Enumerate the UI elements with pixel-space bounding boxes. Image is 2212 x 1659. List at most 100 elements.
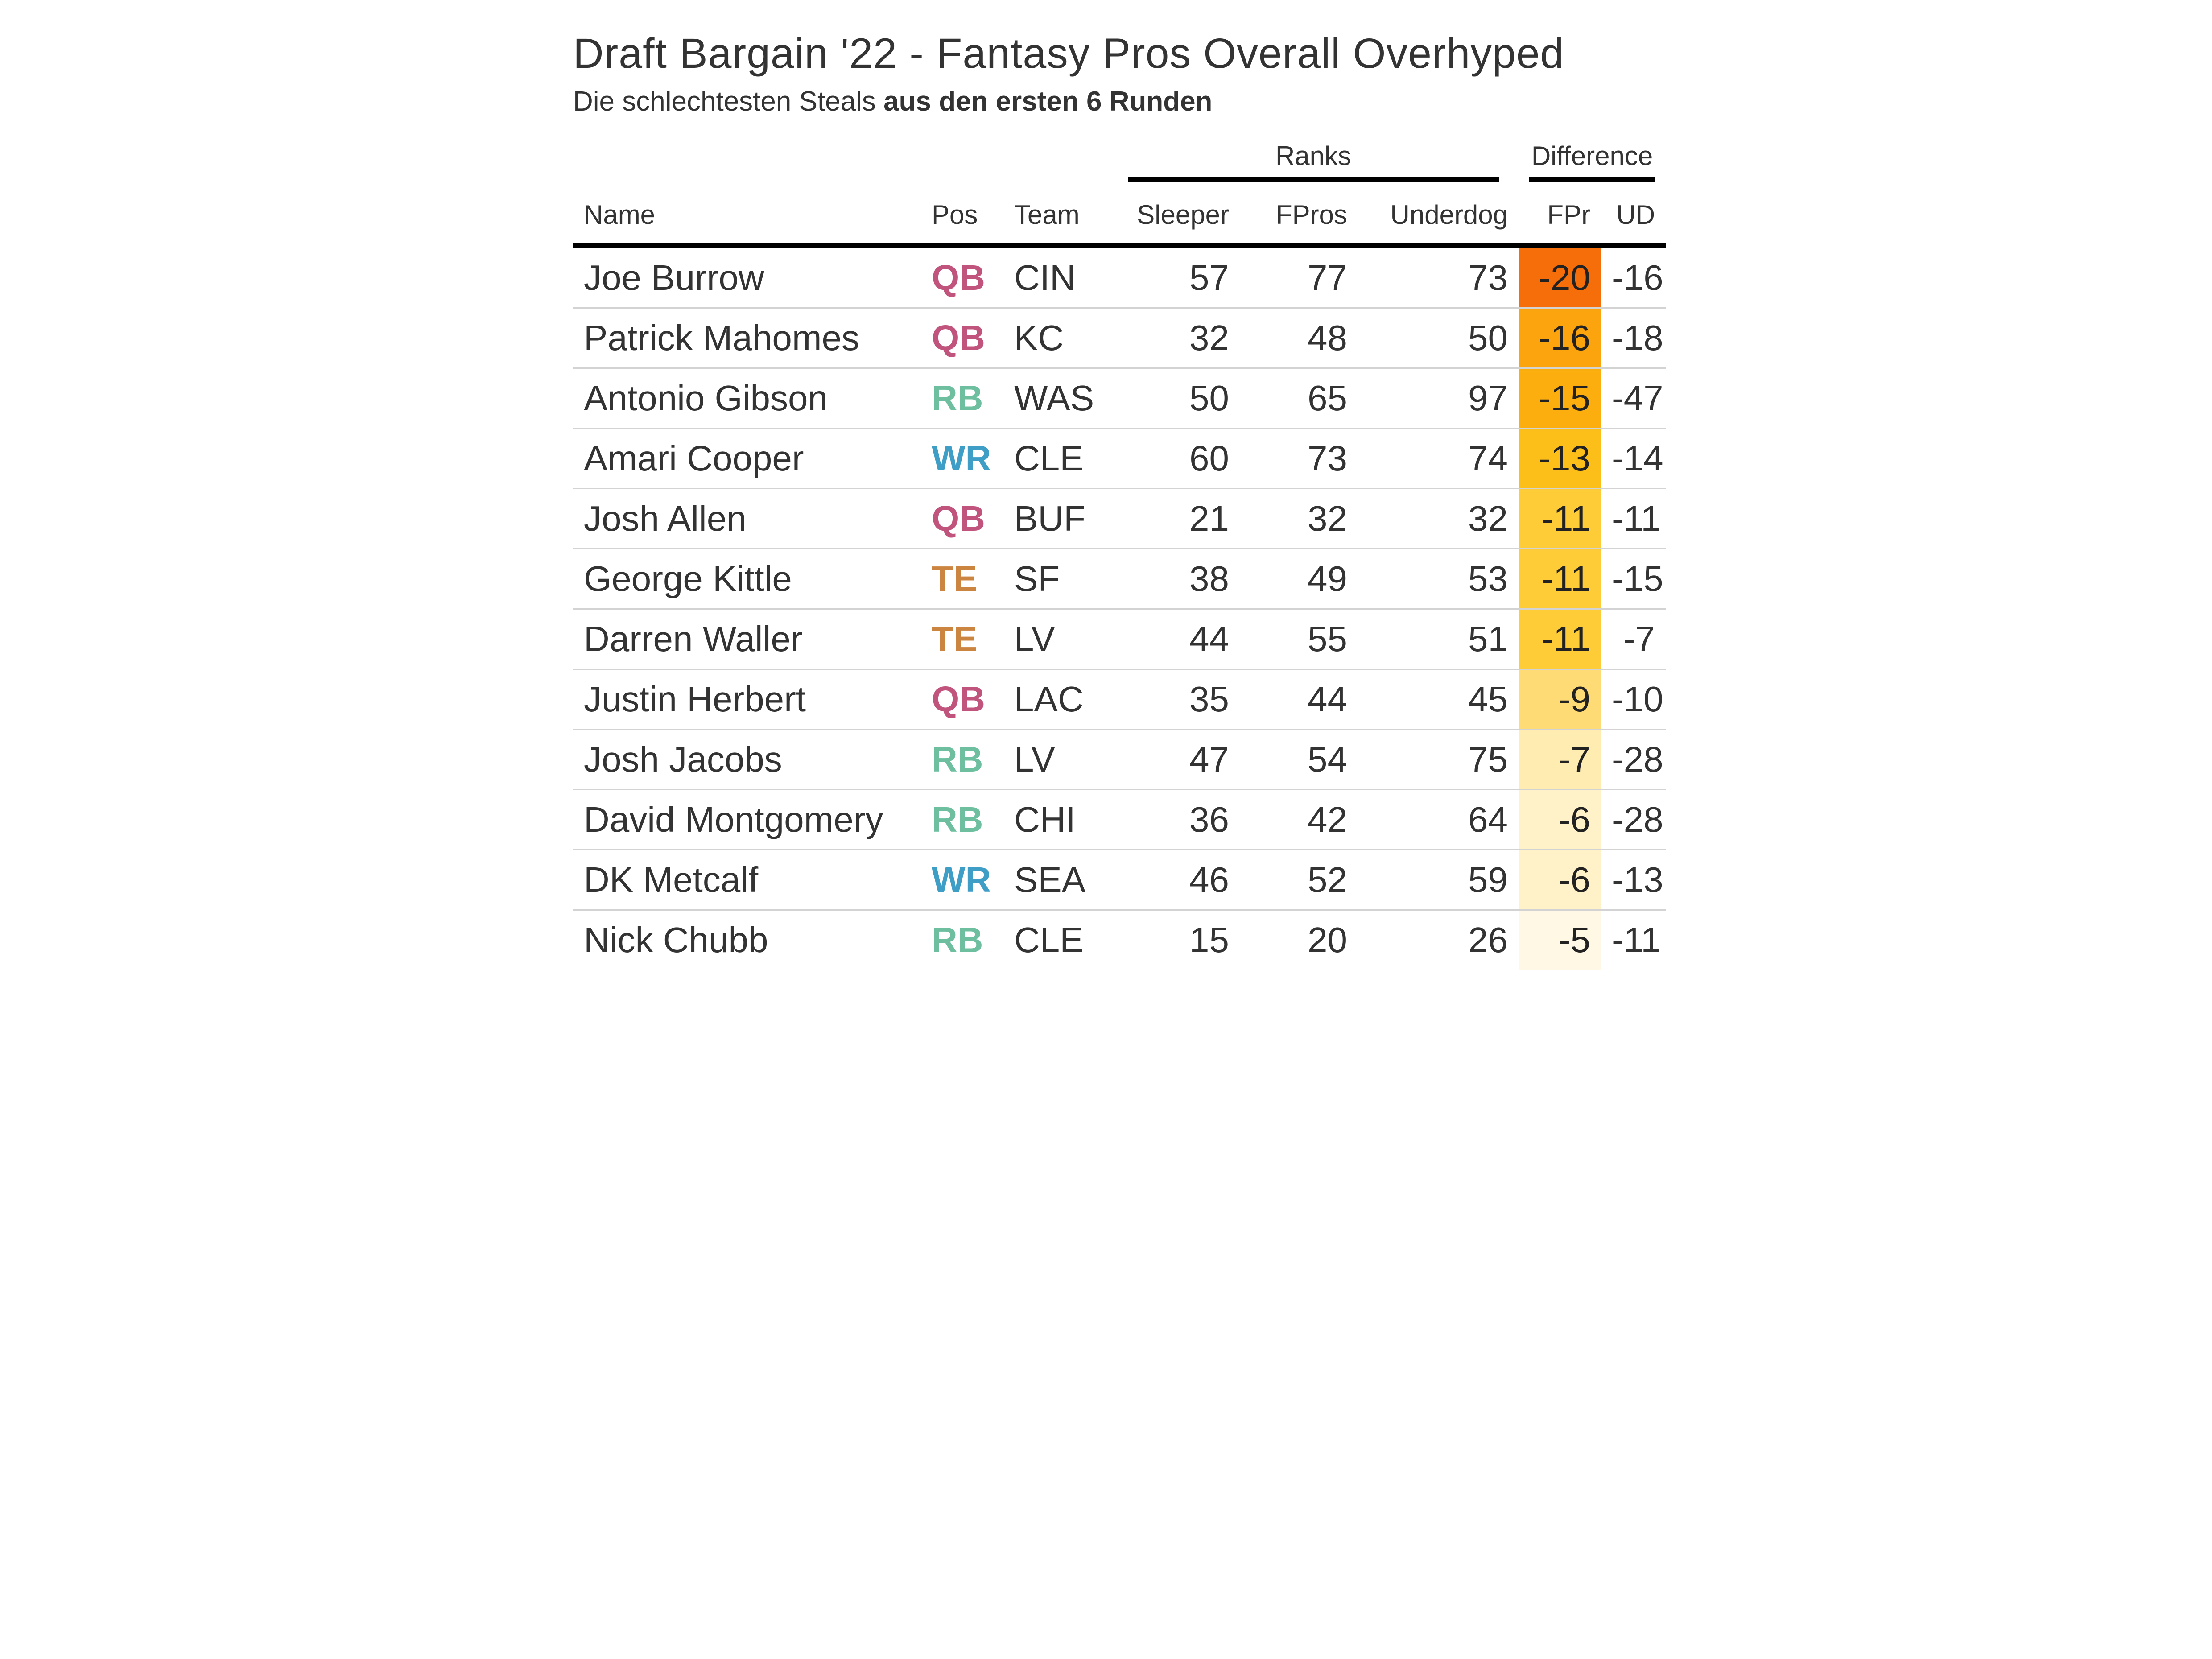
cell-name: Justin Herbert xyxy=(573,669,921,730)
column-header-ud: UD xyxy=(1616,199,1655,230)
cell-ud: -13 xyxy=(1601,850,1666,911)
cell-ud: -28 xyxy=(1601,729,1666,790)
cell-team: LAC xyxy=(1003,669,1108,730)
cell-underdog: 26 xyxy=(1468,920,1508,960)
cell-ud: -14 xyxy=(1601,428,1666,489)
cell-fpros: 32 xyxy=(1240,488,1358,549)
ranks-spanner-label: Ranks xyxy=(1128,140,1499,182)
cell-fpros: 73 xyxy=(1240,428,1358,489)
cell-team: CLE xyxy=(1014,920,1084,960)
cell-team: LV xyxy=(1003,729,1108,790)
table-row: Patrick Mahomes QB KC 32 48 50 -16 -18 xyxy=(573,308,1666,369)
table-row: DK Metcalf WR SEA 46 52 59 -6 -13 xyxy=(573,850,1666,911)
cell-team: SF xyxy=(1003,549,1108,610)
chart-title: Draft Bargain '22 - Fantasy Pros Overall… xyxy=(573,30,1564,77)
cell-fpros: 65 xyxy=(1240,368,1358,429)
difference-spanner: Difference xyxy=(1519,136,1666,186)
table-row: Darren Waller TE LV 44 55 51 -11 -7 xyxy=(573,609,1666,670)
cell-ud: -47 xyxy=(1601,368,1666,429)
cell-sleeper: 15 xyxy=(1189,920,1229,960)
cell-team: KC xyxy=(1003,308,1108,369)
data-table: Ranks Difference Name Pos Team Sleeper F… xyxy=(573,136,1666,970)
table-row: George Kittle TE SF 38 49 53 -11 -15 xyxy=(573,549,1666,610)
cell-underdog: 64 xyxy=(1358,789,1519,850)
cell-underdog: 45 xyxy=(1358,669,1519,730)
cell-pos: TE xyxy=(921,549,1003,610)
subtitle-bold: aus den ersten 6 Runden xyxy=(883,86,1213,117)
cell-underdog: 50 xyxy=(1358,308,1519,369)
cell-team: LV xyxy=(1003,609,1108,670)
cell-name: David Montgomery xyxy=(573,789,921,850)
column-header-sleeper: Sleeper xyxy=(1137,199,1229,230)
subtitle-plain: Die schlechtesten Steals xyxy=(573,86,884,117)
cell-underdog: 97 xyxy=(1358,368,1519,429)
cell-team: BUF xyxy=(1003,488,1108,549)
cell-fpr: -20 xyxy=(1519,246,1601,309)
cell-fpros: 55 xyxy=(1240,609,1358,670)
cell-pos: RB xyxy=(921,789,1003,850)
cell-team: CHI xyxy=(1003,789,1108,850)
cell-sleeper: 44 xyxy=(1108,609,1240,670)
cell-ud: -7 xyxy=(1601,609,1666,670)
cell-name: George Kittle xyxy=(573,549,921,610)
cell-sleeper: 57 xyxy=(1108,246,1240,309)
cell-team: CLE xyxy=(1003,428,1108,489)
cell-fpros: 44 xyxy=(1240,669,1358,730)
column-header-fpros: FPros xyxy=(1275,199,1347,230)
table-row: Nick Chubb RB CLE 15 20 26 -5 -11 xyxy=(573,910,1666,970)
table-row: Justin Herbert QB LAC 35 44 45 -9 -10 xyxy=(573,669,1666,730)
cell-fpr: -6 xyxy=(1519,850,1601,911)
cell-name: Amari Cooper xyxy=(573,428,921,489)
cell-pos: RB xyxy=(932,920,983,960)
cell-name: Josh Jacobs xyxy=(573,729,921,790)
cell-team: SEA xyxy=(1003,850,1108,911)
column-header-row: Name Pos Team Sleeper FPros Underdog FPr… xyxy=(573,186,1666,246)
cell-pos: QB xyxy=(921,308,1003,369)
table-row: Josh Allen QB BUF 21 32 32 -11 -11 xyxy=(573,488,1666,549)
table-row: Josh Jacobs RB LV 47 54 75 -7 -28 xyxy=(573,729,1666,790)
cell-fpros: 49 xyxy=(1240,549,1358,610)
cell-underdog: 73 xyxy=(1358,246,1519,309)
table-row: Joe Burrow QB CIN 57 77 73 -20 -16 xyxy=(573,246,1666,309)
column-header-team: Team xyxy=(1014,199,1080,230)
cell-underdog: 59 xyxy=(1358,850,1519,911)
cell-name: Antonio Gibson xyxy=(573,368,921,429)
table-row: Antonio Gibson RB WAS 50 65 97 -15 -47 xyxy=(573,368,1666,429)
cell-pos: QB xyxy=(921,246,1003,309)
cell-sleeper: 35 xyxy=(1108,669,1240,730)
cell-sleeper: 32 xyxy=(1108,308,1240,369)
cell-underdog: 74 xyxy=(1358,428,1519,489)
cell-team: WAS xyxy=(1003,368,1108,429)
column-header-name: Name xyxy=(584,199,656,230)
cell-sleeper: 38 xyxy=(1108,549,1240,610)
cell-pos: WR xyxy=(921,850,1003,911)
cell-sleeper: 36 xyxy=(1108,789,1240,850)
table-body: Joe Burrow QB CIN 57 77 73 -20 -16 Patrick Mahom… xyxy=(573,246,1666,970)
cell-underdog: 51 xyxy=(1358,609,1519,670)
cell-fpros: 52 xyxy=(1240,850,1358,911)
column-header-fpr: FPr xyxy=(1547,199,1591,230)
cell-pos: QB xyxy=(921,669,1003,730)
cell-fpr: -11 xyxy=(1519,549,1601,610)
spanner-row: Ranks Difference xyxy=(573,136,1666,186)
cell-fpros: 42 xyxy=(1240,789,1358,850)
cell-fpr: -11 xyxy=(1519,488,1601,549)
chart-subtitle: Die schlechtesten Steals aus den ersten … xyxy=(573,84,1666,120)
cell-fpr: -15 xyxy=(1519,368,1601,429)
cell-fpros: 20 xyxy=(1308,920,1347,960)
cell-name: Joe Burrow xyxy=(573,246,921,309)
cell-ud: -16 xyxy=(1601,246,1666,309)
table-row: Amari Cooper WR CLE 60 73 74 -13 -14 xyxy=(573,428,1666,489)
cell-pos: RB xyxy=(921,729,1003,790)
cell-name: DK Metcalf xyxy=(573,850,921,911)
cell-underdog: 75 xyxy=(1358,729,1519,790)
cell-fpr: -6 xyxy=(1519,789,1601,850)
cell-underdog: 53 xyxy=(1358,549,1519,610)
cell-ud: -18 xyxy=(1601,308,1666,369)
cell-team: CIN xyxy=(1003,246,1108,309)
cell-fpr: -11 xyxy=(1519,609,1601,670)
cell-pos: RB xyxy=(921,368,1003,429)
cell-fpros: 77 xyxy=(1240,246,1358,309)
cell-fpr: -16 xyxy=(1519,308,1601,369)
cell-pos: WR xyxy=(921,428,1003,489)
